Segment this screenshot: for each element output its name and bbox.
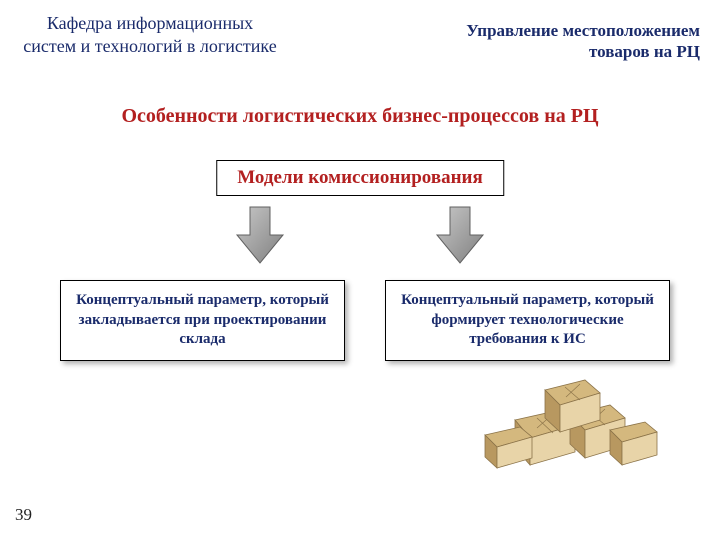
warehouse-boxes-icon <box>475 360 665 480</box>
concept-box-left: Концептуальный параметр, который заклады… <box>60 280 345 361</box>
department-header: Кафедра информационных систем и технолог… <box>20 12 280 57</box>
slide-subtitle: Особенности логистических бизнес-процесс… <box>0 105 720 128</box>
models-box: Модели комиссионирования <box>216 160 504 196</box>
concept-box-right: Концептуальный параметр, который формиру… <box>385 280 670 361</box>
arrow-down-right-icon <box>435 205 485 265</box>
page-number: 39 <box>15 505 32 525</box>
arrow-down-left-icon <box>235 205 285 265</box>
topic-header: Управление местоположением товаров на РЦ <box>430 20 700 63</box>
